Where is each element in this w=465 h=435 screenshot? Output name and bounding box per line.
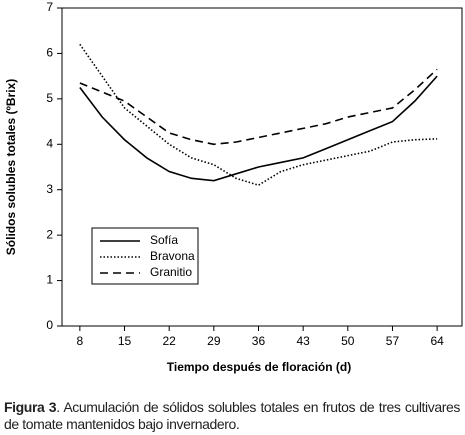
y-tick-label: 3	[46, 182, 53, 196]
legend-label: Bravona	[150, 249, 195, 263]
x-tick-label: 36	[252, 334, 266, 348]
y-tick-label: 0	[46, 318, 53, 332]
x-tick-label: 57	[386, 334, 400, 348]
legend-box	[91, 227, 199, 285]
x-tick-label: 43	[296, 334, 310, 348]
y-tick-label: 7	[46, 0, 53, 14]
x-tick-label: 50	[341, 334, 355, 348]
series-line	[79, 43, 438, 187]
chart: Sólidos solubles totales (ºBrix) Tiempo …	[4, 0, 463, 374]
series-line	[79, 68, 438, 146]
x-axis-label: Tiempo después de floración (d)	[167, 360, 351, 374]
y-axis-label: Sólidos solubles totales (ºBrix)	[4, 79, 18, 255]
caption-text: . Acumulación de sólidos solubles totale…	[4, 399, 460, 432]
plot-frame	[61, 7, 463, 327]
legend-label: Sofía	[150, 233, 178, 247]
y-tick-label: 6	[46, 46, 53, 60]
x-tick-label: 22	[162, 334, 176, 348]
x-tick-label: 15	[118, 334, 132, 348]
caption: Figura 3. Acumulación de sólidos soluble…	[4, 399, 460, 433]
y-tick-label: 1	[46, 273, 53, 287]
x-tick-label: 64	[430, 334, 444, 348]
x-tick-label: 8	[77, 334, 84, 348]
legend-label: Granitio	[150, 265, 192, 279]
y-tick-label: 2	[46, 227, 53, 241]
y-tick-label: 4	[46, 136, 53, 150]
series-line	[79, 75, 438, 182]
x-tick-label: 29	[207, 334, 221, 348]
y-tick-label: 5	[46, 91, 53, 105]
caption-label: Figura 3	[4, 399, 57, 415]
